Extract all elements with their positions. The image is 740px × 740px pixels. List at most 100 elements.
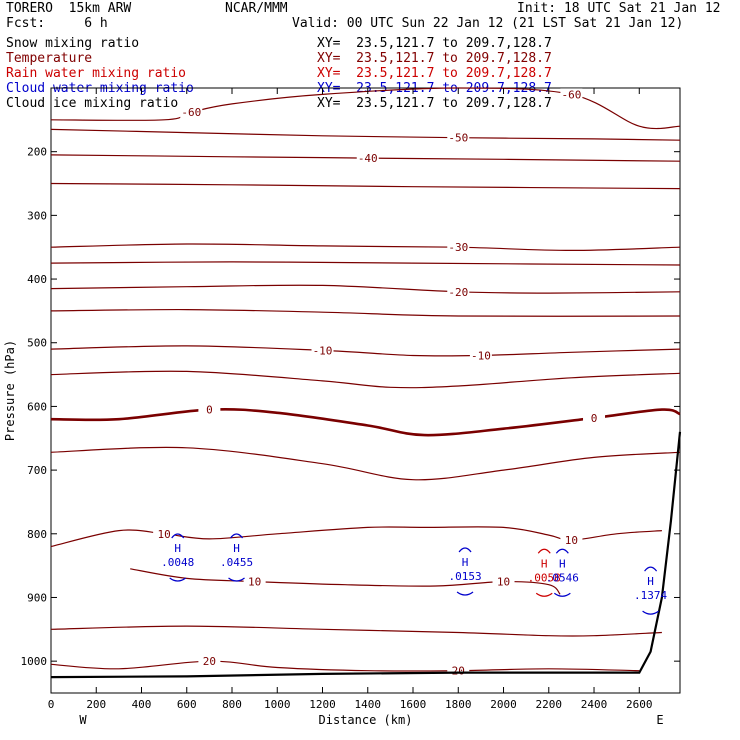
temperature-contour <box>50 345 681 357</box>
contour-label: 20 <box>203 655 216 668</box>
east-endpoint-label: E <box>656 713 663 727</box>
y-tick-label: 600 <box>27 400 47 413</box>
y-tick-label: 800 <box>27 528 47 541</box>
x-tick-label: 2000 <box>490 698 517 711</box>
x-tick-label: 1000 <box>264 698 291 711</box>
x-tick-label: 2200 <box>536 698 563 711</box>
maximum-value: .0546 <box>546 571 579 584</box>
contour-label: 20 <box>452 665 465 678</box>
mixing-ratio-contour <box>642 566 659 615</box>
y-tick-label: 1000 <box>21 655 48 668</box>
maximum-value: .0048 <box>161 556 194 569</box>
field-label-cloud-ice: Cloud ice mixing ratio <box>6 96 179 111</box>
forecast-label: Fcst: 6 h <box>6 16 108 31</box>
contour-label: -60 <box>181 106 201 119</box>
temperature-contour <box>50 243 681 252</box>
temperature-contour <box>130 568 561 595</box>
field-label-temperature: Temperature <box>6 51 93 66</box>
maximum-value: .0153 <box>448 570 481 583</box>
temperature-contour <box>50 446 681 481</box>
y-tick-label: 200 <box>27 146 47 159</box>
x-tick-label: 2400 <box>581 698 608 711</box>
contour-label: -50 <box>448 132 468 145</box>
maximum-value: .0455 <box>220 556 253 569</box>
temperature-contour <box>50 625 662 637</box>
maximum-marker: H <box>541 557 548 570</box>
x-tick-label: 1600 <box>400 698 427 711</box>
field-xy-rain: XY= 23.5,121.7 to 209.7,128.7 <box>317 66 552 81</box>
contour-label-bg <box>469 349 492 363</box>
y-tick-label: 900 <box>27 591 47 604</box>
mixing-ratio-contour <box>228 533 245 582</box>
contour-label-bg <box>243 575 266 589</box>
temperature-contour <box>50 308 681 317</box>
maximum-marker: H <box>647 575 654 588</box>
temperature-contour <box>50 660 640 672</box>
contour-label: -10 <box>471 349 491 362</box>
maximum-marker: H <box>233 542 240 555</box>
contour-label-bg <box>180 106 203 120</box>
contour-label: 10 <box>158 528 171 541</box>
temperature-contour <box>50 370 681 389</box>
contour-label: -10 <box>313 344 333 357</box>
contour-label-bg <box>583 411 606 425</box>
contour-label-bg <box>198 655 221 669</box>
x-tick-label: 400 <box>132 698 152 711</box>
temperature-contour <box>50 284 681 294</box>
mixing-ratio-contour <box>169 533 187 582</box>
contour-label-bg <box>153 527 176 541</box>
x-axis-title: Distance (km) <box>319 713 413 727</box>
field-xy-snow: XY= 23.5,121.7 to 209.7,128.7 <box>317 36 552 51</box>
temperature-contour <box>50 182 681 190</box>
temperature-contour <box>50 87 681 130</box>
x-tick-label: 600 <box>177 698 197 711</box>
y-axis-title: Pressure (hPa) <box>3 340 17 441</box>
contour-label: 10 <box>565 534 578 547</box>
x-tick-label: 0 <box>48 698 55 711</box>
valid-label: Valid: 00 UTC Sun 22 Jan 12 (21 LST Sat … <box>292 16 684 31</box>
field-label-snow: Snow mixing ratio <box>6 36 140 51</box>
contour-label: 10 <box>497 576 510 589</box>
contour-label: -40 <box>358 152 378 165</box>
field-label-rain: Rain water mixing ratio <box>6 66 187 81</box>
init-label: Init: 18 UTC Sat 21 Jan 12 <box>517 1 721 16</box>
center-label: NCAR/MMM <box>225 1 288 16</box>
field-xy-temperature: XY= 23.5,121.7 to 209.7,128.7 <box>317 51 552 66</box>
field-xy-cloud-ice: XY= 23.5,121.7 to 209.7,128.7 <box>317 96 552 111</box>
x-tick-label: 1200 <box>309 698 336 711</box>
model-label: TORERO 15km ARW <box>6 1 132 16</box>
y-tick-label: 400 <box>27 273 47 286</box>
x-tick-label: 1400 <box>355 698 382 711</box>
contour-label: -60 <box>561 88 581 101</box>
contour-label: 10 <box>248 576 261 589</box>
x-tick-label: 200 <box>86 698 106 711</box>
mixing-ratio-contour <box>456 547 474 596</box>
contour-label-bg <box>447 131 470 145</box>
x-tick-label: 2600 <box>626 698 653 711</box>
contour-label-bg <box>492 575 515 589</box>
contour-label-bg <box>447 285 470 299</box>
contour-label-bg <box>356 152 379 166</box>
contour-label: -20 <box>448 286 468 299</box>
contour-label: -30 <box>448 241 468 254</box>
x-tick-label: 1800 <box>445 698 472 711</box>
mixing-ratio-contour <box>553 548 571 597</box>
y-tick-label: 700 <box>27 464 47 477</box>
plot-frame <box>50 87 681 694</box>
temperature-contour <box>50 128 681 141</box>
maximum-value: .0058 <box>528 571 561 584</box>
temperature-contour <box>50 407 681 437</box>
contour-label-bg <box>560 534 583 548</box>
y-tick-label: 500 <box>27 337 47 350</box>
contour-label-bg <box>560 88 583 102</box>
plot-layer: -60 -60 -50 -40 -30 -20 -10 -10 0 0 10 10 10 10 20 20 H.… <box>3 87 682 727</box>
contour-label-bg <box>198 403 221 417</box>
contour-label-bg <box>447 664 470 678</box>
terrain-line <box>50 431 682 679</box>
maximum-marker: H <box>174 542 181 555</box>
contour-label-bg <box>311 344 334 358</box>
maximum-marker: H <box>559 557 566 570</box>
maximum-marker: H <box>462 556 469 569</box>
contour-label-bg <box>447 241 470 255</box>
